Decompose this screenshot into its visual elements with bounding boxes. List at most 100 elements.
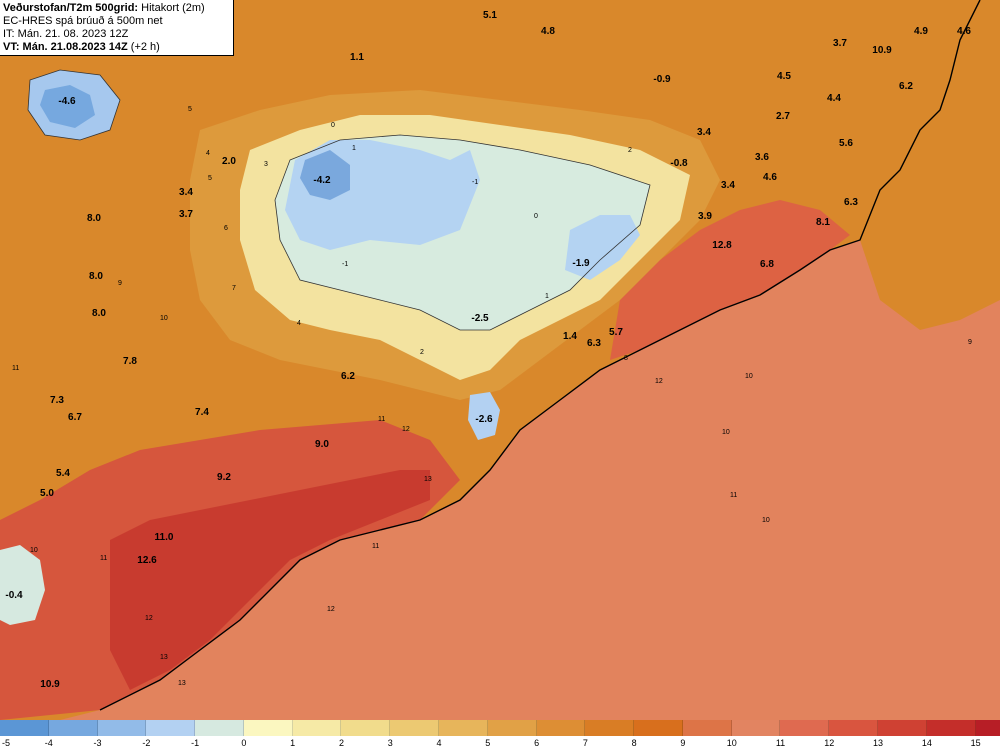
temperature-label: 8.0	[92, 308, 106, 319]
glacier-deep-1	[300, 150, 350, 200]
contour-label: 10	[745, 373, 753, 380]
glacier-outline-nw	[27, 69, 121, 141]
temperature-label: 9.2	[217, 472, 231, 483]
colorbar-segment	[536, 720, 586, 736]
colorbar-segment	[292, 720, 342, 736]
colorbar-legend: -5 -4 -3 -2 -1 0 1 2 3 4 5 6 7 8 9 10 11 12 13 14 15	[0, 720, 1000, 748]
map-header: Veðurstofan/T2m 500grid: Hitakort (2m) E…	[0, 0, 234, 56]
temperature-label: -2.5	[471, 313, 489, 324]
temperature-label: -0.8	[670, 158, 688, 169]
contour-label: -1	[472, 179, 478, 186]
colorbar-tick: 8	[631, 738, 637, 748]
colorbar-segment	[195, 720, 244, 736]
temperature-label: 5.1	[483, 10, 497, 21]
colorbar-tick: 14	[921, 738, 932, 748]
colorbar-segment	[0, 720, 49, 736]
contour-label: 11	[730, 492, 737, 499]
temperature-label: 8.0	[89, 271, 103, 282]
header-title-bold: Veðurstofan/T2m 500grid:	[3, 2, 139, 14]
contour-label: 10	[160, 315, 168, 322]
temperature-label: 6.7	[68, 412, 82, 423]
temperature-label: 3.6	[755, 152, 769, 163]
temperature-label: 4.8	[541, 26, 555, 37]
colorbar-tick: -4	[44, 738, 53, 748]
temperature-label: 2.7	[776, 111, 790, 122]
glacier-south	[468, 392, 500, 440]
contour-label: -1	[342, 261, 348, 268]
contour-label: 12	[402, 426, 410, 433]
header-model: EC-HRES spá brúuð á 500m net	[3, 15, 163, 27]
colorbar-tick: 15	[970, 738, 981, 748]
colorbar-segment	[48, 720, 98, 736]
temperature-label: -0.9	[653, 74, 671, 85]
temperature-label: 5.0	[40, 488, 54, 499]
temperature-label: -0.4	[5, 590, 23, 601]
temperature-label: 3.7	[833, 38, 847, 49]
contour-label: 10	[30, 547, 38, 554]
contour-label: 13	[178, 680, 186, 687]
contour-label: 0	[331, 122, 335, 129]
colorbar-tick: 5	[485, 738, 491, 748]
colorbar-tick: 9	[680, 738, 686, 748]
temperature-label: 6.3	[844, 197, 858, 208]
colorbar-segment	[878, 720, 927, 736]
header-init-time: IT: Mán. 21. 08. 2023 12Z	[3, 28, 129, 40]
contour-label: 6	[224, 225, 228, 232]
contour-label: 7	[232, 285, 236, 292]
glacier-outline	[274, 134, 651, 331]
contour-label: 2	[420, 349, 424, 356]
glacier-blue-2	[565, 215, 640, 280]
colorbar-tick: -1	[191, 738, 200, 748]
colorbar-segment	[780, 720, 830, 736]
contour-label: 3	[264, 161, 268, 168]
colorbar-segment	[146, 720, 196, 736]
header-valid-bold: VT: Mán. 21.08.2023 14Z	[3, 41, 128, 53]
contour-label: 13	[424, 476, 432, 483]
temperature-label: 4.5	[777, 71, 791, 82]
east-warm-band	[610, 200, 850, 360]
temperature-label: 3.9	[698, 211, 712, 222]
colorbar-segment	[829, 720, 879, 736]
colorbar-segment	[439, 720, 488, 736]
contour-label: 9	[118, 280, 122, 287]
temperature-label: 2.0	[222, 156, 236, 167]
contour-label: 11	[100, 555, 107, 562]
contour-label: 0	[534, 213, 538, 220]
coastline	[99, 0, 981, 711]
temperature-label: 1.4	[563, 331, 577, 342]
contour-label: 5	[208, 175, 212, 182]
colorbar-segment	[487, 720, 537, 736]
temperature-label: -4.6	[58, 96, 76, 107]
colorbar-tick: 2	[338, 738, 344, 748]
temperature-label: 4.6	[763, 172, 777, 183]
temperature-label: -1.9	[572, 258, 590, 269]
contour-label: 11	[372, 543, 379, 550]
colorbar-tick: 3	[387, 738, 393, 748]
contour-label: 9	[968, 339, 972, 346]
temperature-label: -2.6	[475, 414, 493, 425]
temperature-label: 4.9	[914, 26, 928, 37]
temperature-label: 4.4	[827, 93, 841, 104]
colorbar-segment	[975, 720, 1000, 736]
colorbar-tick: 10	[726, 738, 737, 748]
temperature-label: 10.9	[40, 679, 60, 690]
contour-label: 10	[722, 429, 730, 436]
colorbar-tick: 13	[873, 738, 884, 748]
colorbar-tick: 1	[290, 738, 296, 748]
temperature-label: 3.4	[697, 127, 711, 138]
temperature-label: 6.8	[760, 259, 774, 270]
colorbar-segment	[97, 720, 147, 736]
colorbar-tick: 11	[775, 738, 786, 748]
temperature-label: 7.3	[50, 395, 64, 406]
temperature-label: 10.9	[872, 45, 892, 56]
colorbar-tick: -3	[93, 738, 102, 748]
contour-label: 1	[545, 293, 549, 300]
colorbar-segment	[341, 720, 391, 736]
colorbar-segment	[731, 720, 781, 736]
temperature-label: 5.6	[839, 138, 853, 149]
temperature-label: 1.1	[350, 52, 364, 63]
contour-label: 10	[762, 517, 770, 524]
contour-label: 1	[352, 145, 356, 152]
header-valid-time: VT: Mán. 21.08.2023 14Z (+2 h)	[3, 41, 230, 54]
contour-label: 13	[160, 654, 168, 661]
